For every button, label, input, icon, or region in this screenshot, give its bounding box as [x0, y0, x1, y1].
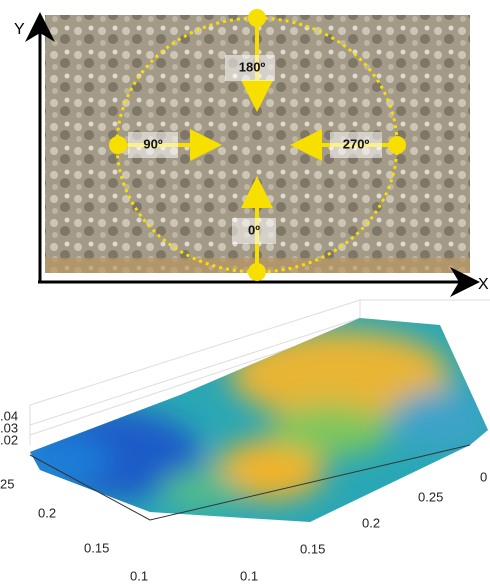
tick-label: 0.15 [84, 540, 109, 555]
surface-plot: .04 .03 .02 25 0.2 0.15 0.1 0.1 0.15 0.2… [0, 300, 490, 583]
angle-label: 90º [143, 136, 162, 151]
tick-label: 0.2 [38, 505, 56, 520]
tick-label: 0.1 [240, 568, 258, 583]
axis-label: X [478, 276, 489, 293]
tick-label: 0.15 [300, 541, 325, 556]
tick-label: 0.2 [362, 515, 380, 530]
axis-label: Y [14, 21, 25, 38]
tick-label: 0.1 [130, 568, 148, 583]
tick-label: 25 [0, 476, 14, 491]
tick-label: 0 [480, 469, 487, 484]
angle-label: 270º [343, 136, 370, 151]
angle-label: 180º [239, 59, 266, 74]
photo-panel: Y X 180º 90º 270º 0º [14, 9, 489, 293]
figure: Y X 180º 90º 270º 0º [0, 0, 490, 585]
angle-label: 0º [248, 222, 260, 237]
z-tick-label: .02 [0, 432, 18, 447]
tick-label: 0.25 [418, 489, 443, 504]
